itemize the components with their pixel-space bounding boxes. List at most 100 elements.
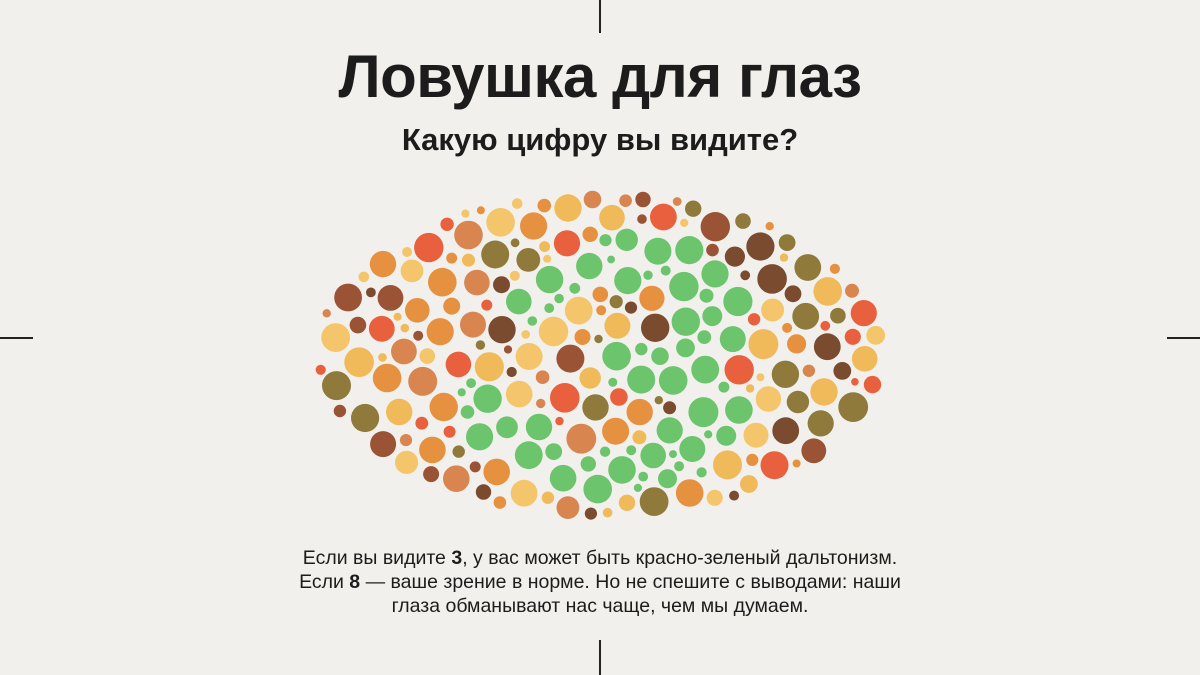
background-dot [440, 217, 454, 231]
background-dot [322, 371, 351, 401]
figure-dot [514, 441, 543, 470]
background-dot [503, 345, 513, 354]
background-dot [535, 370, 550, 385]
caption-line2: Если 8 — ваше зрение в норме. Но не спеш… [299, 571, 901, 593]
background-dot [635, 191, 651, 208]
background-dot [724, 246, 746, 267]
figure-dot [525, 413, 553, 441]
background-dot [844, 328, 861, 345]
figure-dot [608, 456, 636, 484]
background-dot [637, 214, 647, 224]
background-dot [596, 305, 607, 316]
background-dot [393, 312, 402, 321]
background-dot [820, 320, 831, 331]
background-dot [419, 348, 436, 364]
background-dot [863, 375, 882, 394]
background-dot [579, 367, 601, 389]
background-dot [740, 475, 758, 493]
background-dot [506, 366, 517, 378]
background-dot [748, 329, 779, 360]
background-dot [543, 254, 552, 263]
figure-dot [640, 442, 666, 469]
background-dot [866, 325, 886, 345]
background-dot [315, 364, 326, 375]
background-dot [801, 438, 827, 464]
background-dot [787, 334, 807, 354]
background-dot [760, 451, 789, 480]
figure-dot [638, 471, 649, 482]
figure-dot [669, 450, 677, 459]
background-dot [610, 388, 628, 406]
background-dot [443, 465, 470, 493]
figure-dot [702, 306, 723, 327]
background-dot [810, 378, 838, 406]
background-dot [349, 316, 367, 334]
background-dot [405, 298, 430, 323]
figure-dot [599, 446, 611, 457]
figure-dot [506, 288, 532, 315]
background-dot [782, 322, 793, 333]
background-dot [408, 366, 438, 396]
background-dot [829, 263, 841, 274]
background-dot [395, 450, 419, 474]
background-dot [556, 496, 580, 519]
figure-dot [725, 396, 753, 424]
background-dot [321, 323, 351, 352]
caption-line3: глаза обманывают нас чаще, чем мы думаем… [391, 595, 809, 617]
background-dot [368, 315, 395, 342]
figure-dot [569, 282, 581, 294]
background-dot [541, 491, 555, 504]
background-dot [454, 220, 483, 250]
background-dot [402, 247, 413, 257]
digit-8: 8 [349, 571, 361, 593]
background-dot [609, 295, 623, 309]
background-dot [443, 425, 456, 438]
background-dot [493, 496, 507, 509]
background-dot [520, 212, 548, 240]
background-dot [772, 417, 800, 445]
background-dot [462, 253, 475, 267]
figure-dot [614, 267, 642, 295]
background-dot [539, 241, 550, 253]
background-dot [378, 353, 387, 362]
background-dot [400, 259, 424, 283]
figure-dot [460, 405, 475, 419]
background-dot [706, 489, 723, 506]
background-dot [510, 238, 520, 248]
background-dot [461, 209, 470, 218]
background-dot [428, 267, 457, 297]
background-dot [334, 283, 362, 312]
figure-dot [651, 347, 669, 366]
background-dot [778, 234, 796, 252]
figure-dot [545, 443, 563, 460]
background-dot [602, 417, 630, 445]
background-dot [729, 490, 740, 501]
background-dot [556, 344, 585, 373]
figure-dot [607, 255, 615, 264]
background-dot [757, 264, 787, 294]
crop-mark-right [1167, 337, 1200, 339]
background-dot [358, 271, 370, 283]
background-dot [813, 333, 841, 361]
background-dot [745, 384, 755, 393]
background-dot [594, 334, 603, 344]
background-dot [654, 396, 663, 405]
background-dot [639, 285, 665, 311]
background-dot [481, 299, 493, 311]
background-dot [476, 206, 485, 215]
figure-dot [554, 293, 564, 304]
background-dot [400, 323, 410, 333]
figure-dot [718, 381, 730, 393]
background-dot [746, 232, 775, 261]
crop-mark-top [599, 0, 601, 33]
background-dot [747, 313, 761, 326]
background-dot [792, 302, 820, 330]
background-dot [516, 248, 541, 272]
background-dot [413, 330, 424, 341]
background-dot [639, 487, 669, 516]
figure-dot [473, 384, 502, 413]
background-dot [602, 507, 613, 518]
background-dot [626, 398, 653, 426]
background-dot [680, 218, 689, 227]
background-dot [414, 232, 444, 263]
